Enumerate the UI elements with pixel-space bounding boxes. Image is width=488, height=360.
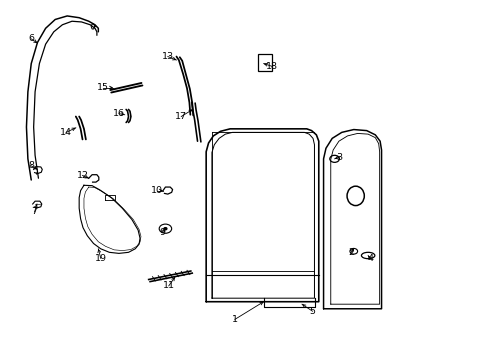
Text: 8: 8	[28, 161, 34, 170]
Text: 10: 10	[151, 186, 163, 195]
Text: 5: 5	[309, 307, 315, 316]
Text: 16: 16	[113, 109, 125, 118]
Text: 15: 15	[97, 83, 109, 92]
Text: 11: 11	[163, 282, 174, 290]
Text: 6: 6	[28, 34, 34, 43]
Text: 14: 14	[60, 128, 72, 137]
Text: 17: 17	[175, 112, 187, 121]
Text: 9: 9	[159, 228, 165, 237]
Text: 7: 7	[32, 207, 38, 216]
Text: 18: 18	[266, 62, 278, 71]
Text: 2: 2	[347, 248, 353, 257]
Text: 13: 13	[162, 52, 174, 61]
Text: 1: 1	[231, 315, 238, 324]
Circle shape	[163, 228, 166, 230]
Text: 19: 19	[95, 254, 106, 263]
Text: 3: 3	[336, 153, 342, 162]
Text: 4: 4	[366, 254, 372, 263]
Text: 12: 12	[76, 171, 88, 180]
